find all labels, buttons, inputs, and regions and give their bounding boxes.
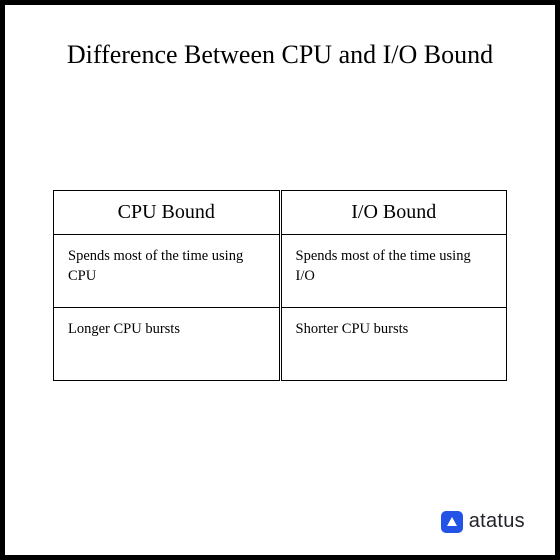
col-header-io: I/O Bound xyxy=(280,191,507,235)
table-row: Longer CPU bursts Shorter CPU bursts xyxy=(54,308,507,381)
table-header-row: CPU Bound I/O Bound xyxy=(54,191,507,235)
outer-frame: Difference Between CPU and I/O Bound CPU… xyxy=(0,0,560,560)
brand-badge: atatus xyxy=(441,510,525,533)
brand-name: atatus xyxy=(469,510,525,533)
cell-cpu-row1: Spends most of the time using CPU xyxy=(54,235,281,308)
cell-io-row2: Shorter CPU bursts xyxy=(280,308,507,381)
atatus-logo-icon xyxy=(441,511,463,533)
table-row: Spends most of the time using CPU Spends… xyxy=(54,235,507,308)
cell-cpu-row2: Longer CPU bursts xyxy=(54,308,281,381)
page-title: Difference Between CPU and I/O Bound xyxy=(5,37,555,72)
comparison-table-wrap: CPU Bound I/O Bound Spends most of the t… xyxy=(53,190,507,381)
comparison-table: CPU Bound I/O Bound Spends most of the t… xyxy=(53,190,507,381)
col-header-cpu: CPU Bound xyxy=(54,191,281,235)
cell-io-row1: Spends most of the time using I/O xyxy=(280,235,507,308)
